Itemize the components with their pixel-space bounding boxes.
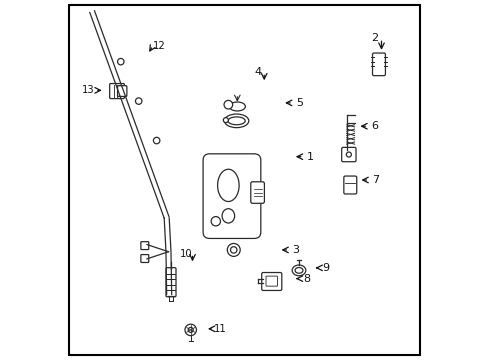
- Text: 9: 9: [322, 263, 329, 273]
- Text: 3: 3: [292, 245, 299, 255]
- Circle shape: [135, 98, 142, 104]
- FancyBboxPatch shape: [261, 273, 281, 291]
- Circle shape: [230, 247, 237, 253]
- Circle shape: [188, 327, 193, 332]
- FancyBboxPatch shape: [341, 147, 355, 162]
- Ellipse shape: [227, 117, 244, 125]
- FancyBboxPatch shape: [343, 176, 356, 194]
- Text: 5: 5: [295, 98, 302, 108]
- Text: 4: 4: [254, 67, 261, 77]
- FancyBboxPatch shape: [203, 154, 260, 238]
- Circle shape: [224, 100, 232, 109]
- Text: 13: 13: [82, 85, 95, 95]
- Text: 10: 10: [180, 248, 192, 258]
- FancyBboxPatch shape: [265, 276, 277, 286]
- FancyBboxPatch shape: [372, 53, 385, 76]
- Circle shape: [346, 152, 351, 157]
- Circle shape: [227, 243, 240, 256]
- Ellipse shape: [292, 265, 305, 276]
- FancyBboxPatch shape: [141, 255, 148, 262]
- Circle shape: [153, 137, 160, 144]
- Ellipse shape: [222, 209, 234, 223]
- Ellipse shape: [294, 267, 303, 273]
- Text: 6: 6: [370, 121, 377, 131]
- Circle shape: [117, 58, 124, 65]
- Text: 2: 2: [371, 33, 378, 43]
- Circle shape: [223, 118, 228, 123]
- Text: 7: 7: [371, 175, 379, 185]
- Text: 1: 1: [306, 152, 313, 162]
- Ellipse shape: [224, 114, 248, 128]
- Circle shape: [211, 217, 220, 226]
- Circle shape: [184, 324, 196, 336]
- FancyBboxPatch shape: [109, 84, 124, 99]
- FancyBboxPatch shape: [250, 182, 264, 203]
- Ellipse shape: [229, 102, 245, 111]
- Ellipse shape: [217, 169, 239, 202]
- Text: 12: 12: [153, 41, 165, 50]
- FancyBboxPatch shape: [165, 268, 176, 297]
- FancyBboxPatch shape: [141, 242, 148, 249]
- Text: 8: 8: [303, 274, 309, 284]
- FancyBboxPatch shape: [117, 86, 126, 96]
- Text: 11: 11: [214, 324, 226, 334]
